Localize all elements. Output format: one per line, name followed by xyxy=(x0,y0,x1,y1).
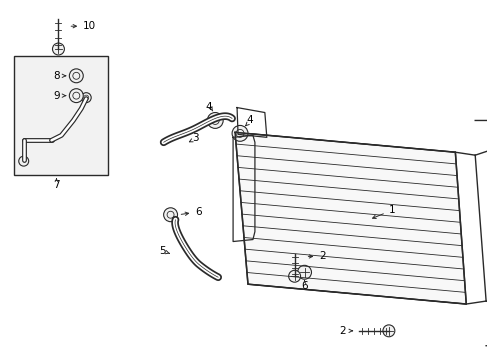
Circle shape xyxy=(297,265,311,279)
Circle shape xyxy=(83,95,88,100)
Polygon shape xyxy=(235,132,466,304)
Circle shape xyxy=(232,125,247,141)
Circle shape xyxy=(207,113,223,129)
Circle shape xyxy=(69,69,83,83)
Circle shape xyxy=(288,270,300,282)
Circle shape xyxy=(382,325,394,337)
Circle shape xyxy=(52,43,64,55)
Circle shape xyxy=(81,93,91,103)
Circle shape xyxy=(69,89,83,103)
Text: 4: 4 xyxy=(246,116,253,126)
Text: 4: 4 xyxy=(204,102,211,112)
Text: 8: 8 xyxy=(53,71,60,81)
Text: 1: 1 xyxy=(388,205,395,215)
Text: 10: 10 xyxy=(83,21,96,31)
Text: 2: 2 xyxy=(339,326,346,336)
Circle shape xyxy=(19,156,29,166)
Bar xyxy=(14,56,108,175)
Text: 9: 9 xyxy=(53,91,60,101)
Text: 6: 6 xyxy=(195,207,202,217)
Text: 7: 7 xyxy=(53,180,60,190)
Text: 5: 5 xyxy=(159,247,165,256)
Text: 2: 2 xyxy=(319,251,325,261)
Text: 3: 3 xyxy=(192,133,198,143)
Text: 6: 6 xyxy=(301,281,307,291)
Circle shape xyxy=(163,208,177,222)
